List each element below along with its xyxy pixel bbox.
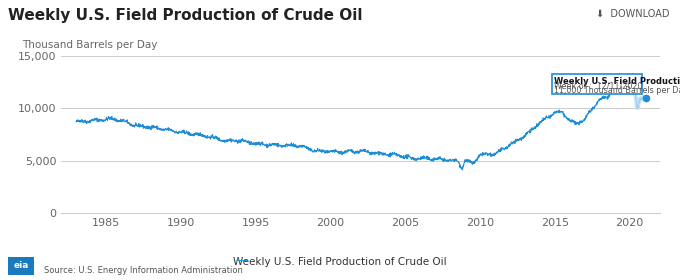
Text: 11,000 Thousand Barrels per Day: 11,000 Thousand Barrels per Day	[554, 86, 680, 95]
Text: Thousand Barrels per Day: Thousand Barrels per Day	[22, 40, 158, 50]
Text: Source: U.S. Energy Information Administration: Source: U.S. Energy Information Administ…	[44, 266, 243, 275]
Text: Weekly U.S. Field Production of Crude Oil: Weekly U.S. Field Production of Crude Oi…	[233, 257, 447, 267]
Text: Week of :  12/11/2020: Week of : 12/11/2020	[554, 81, 643, 90]
Text: —: —	[235, 254, 248, 267]
Text: eia: eia	[14, 261, 29, 270]
Text: ⬇  DOWNLOAD: ⬇ DOWNLOAD	[596, 8, 670, 18]
Text: Weekly U.S. Field Production of Crude Oil: Weekly U.S. Field Production of Crude Oi…	[554, 77, 680, 86]
Text: Weekly U.S. Field Production of Crude Oil: Weekly U.S. Field Production of Crude Oi…	[8, 8, 362, 24]
FancyBboxPatch shape	[552, 74, 642, 94]
